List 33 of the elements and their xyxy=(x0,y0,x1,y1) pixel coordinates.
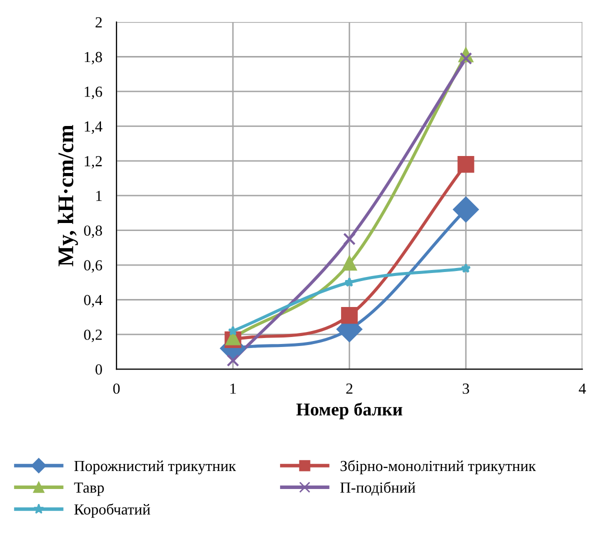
point xyxy=(453,196,479,222)
y-tick-label: 1,6 xyxy=(84,86,102,100)
y-tick-label: 2 xyxy=(96,17,102,28)
point xyxy=(344,277,354,287)
y-tick-label: 1 xyxy=(96,190,102,201)
y-tick-label: 0 xyxy=(96,364,102,375)
x-tick-label: 4 xyxy=(578,384,586,394)
legend-label: П-подібний xyxy=(340,482,416,496)
x-tick-label: 2 xyxy=(346,384,352,394)
point xyxy=(341,307,358,324)
y-tick-label: 0,6 xyxy=(84,260,102,273)
point xyxy=(226,354,240,367)
y-tick-label: 0,8 xyxy=(84,225,102,238)
legend-label: Порожнистий трикутник xyxy=(74,460,236,474)
y-tick-label: 1,2 xyxy=(84,156,102,169)
y-tick-label: 1,4 xyxy=(84,121,102,134)
legend-label: Коробчатий xyxy=(74,504,150,518)
x-tick-label: 3 xyxy=(462,384,470,394)
y-tick-label: 0,4 xyxy=(84,294,102,308)
point xyxy=(342,256,357,271)
point xyxy=(460,263,471,273)
point xyxy=(343,232,356,246)
x-axis-title: Номер балки xyxy=(296,402,402,420)
legend-label: Тавр xyxy=(74,482,104,496)
point xyxy=(460,52,472,65)
point xyxy=(458,156,474,173)
y-tick-label: 1,8 xyxy=(84,52,102,64)
point xyxy=(228,326,238,336)
legend-label: Збірно-монолітний трикутник xyxy=(340,460,536,474)
y-axis-title: My, kH·cm/cm xyxy=(58,125,78,266)
x-tick-label: 1 xyxy=(230,384,236,394)
x-tick-label: 0 xyxy=(113,384,120,394)
y-tick-label: 0,2 xyxy=(84,330,102,342)
